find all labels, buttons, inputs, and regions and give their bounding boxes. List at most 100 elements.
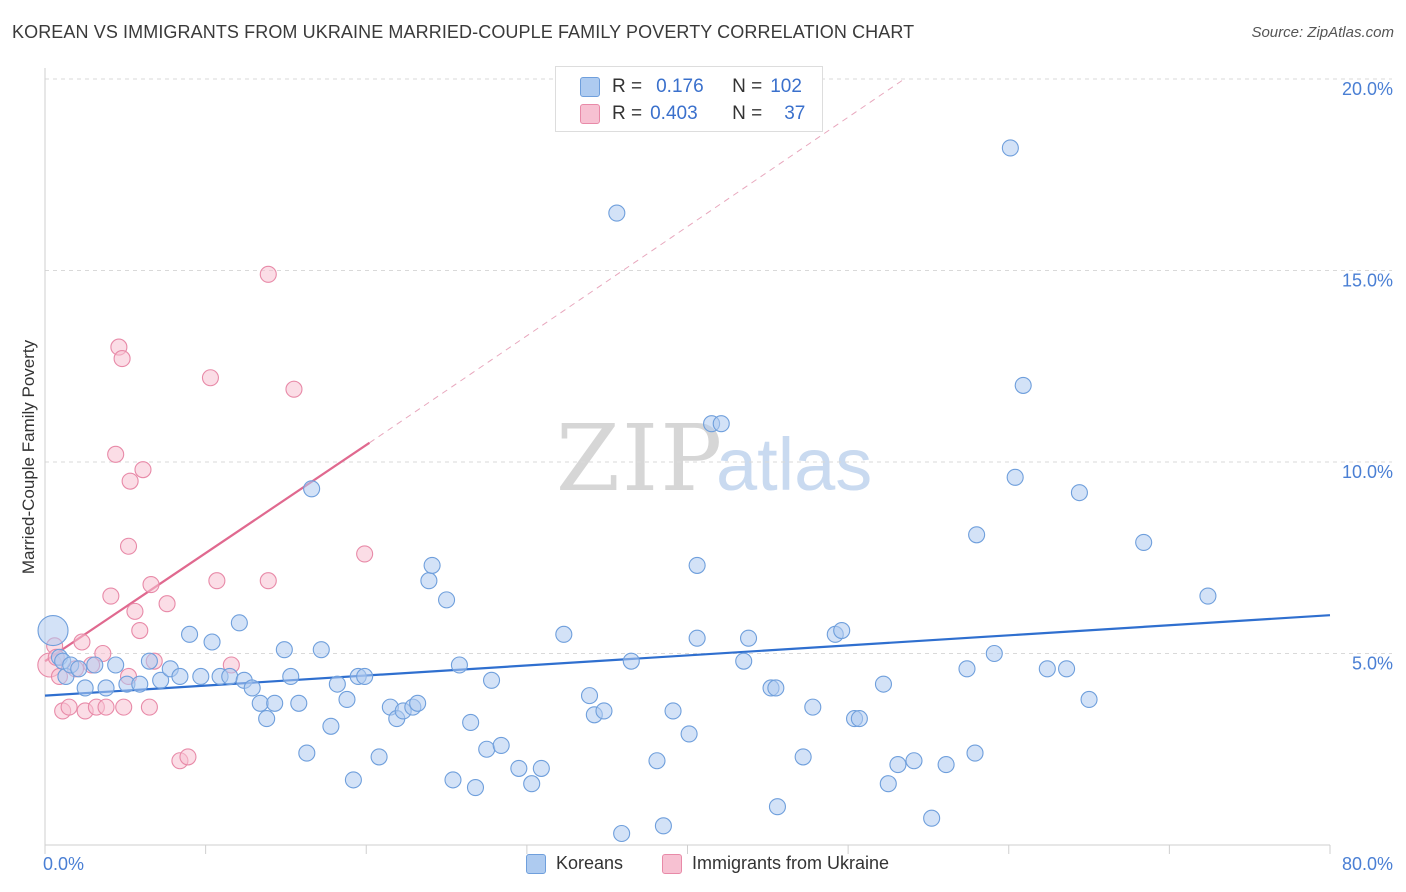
data-point-korean: [243, 679, 261, 697]
data-point-ukraine: [126, 602, 144, 620]
legend-item-ukraine[interactable]: Immigrants from Ukraine: [662, 853, 889, 874]
stats-legend: R = 0.176 N = 102 R = 0.403 N = 37: [555, 66, 823, 132]
data-point-korean: [76, 679, 94, 697]
trend-line-koreans: [44, 614, 1331, 697]
data-point-korean: [37, 614, 69, 647]
data-point-ukraine: [73, 633, 91, 651]
data-point-korean: [322, 717, 340, 735]
n-value: 37: [784, 103, 806, 124]
data-point-korean: [613, 824, 631, 843]
data-point-korean: [478, 740, 496, 758]
data-point-korean: [282, 667, 300, 686]
data-point-korean: [958, 660, 976, 678]
r-value: 0.403: [650, 103, 698, 124]
data-point-korean: [181, 625, 199, 643]
data-point-korean: [420, 572, 438, 590]
data-point-korean: [580, 687, 599, 705]
y-tick-label: 5.0%: [1352, 654, 1393, 674]
data-point-korean: [523, 775, 541, 793]
data-point-korean: [622, 652, 640, 670]
data-point-korean: [462, 713, 480, 731]
y-tick-label: 10.0%: [1342, 462, 1393, 482]
data-point-korean: [1001, 139, 1019, 157]
legend-label-koreans: Koreans: [556, 853, 624, 873]
x-tick-label: 0.0%: [43, 854, 84, 874]
data-point-ukraine: [113, 350, 131, 368]
n-value: 102: [770, 76, 802, 97]
data-point-ukraine: [179, 748, 197, 766]
axis-labels: 5.0% 10.0% 15.0% 20.0% 0.0% 80.0% Married-Coup…: [19, 79, 1393, 874]
data-point-korean: [555, 625, 573, 643]
data-point-ukraine: [259, 572, 277, 590]
data-point-korean: [1135, 533, 1153, 551]
y-axis-title: Married-Couple Family Poverty: [19, 339, 38, 574]
data-point-korean: [966, 744, 984, 762]
data-point-ukraine: [121, 472, 139, 490]
data-point-ukraine: [102, 587, 120, 605]
data-point-ukraine: [208, 572, 226, 590]
data-point-korean: [905, 752, 923, 770]
n-label: N =: [732, 76, 763, 97]
data-point-korean: [648, 752, 666, 770]
data-point-korean: [86, 656, 104, 674]
data-point-ukraine: [131, 621, 149, 640]
data-point-korean: [768, 798, 787, 816]
data-point-korean: [1199, 587, 1217, 605]
ukraine-swatch: [580, 104, 600, 124]
data-point-korean: [532, 759, 550, 777]
series-legend: Koreans Immigrants from Ukraine: [0, 850, 1406, 878]
data-point-korean: [171, 667, 189, 686]
data-point-korean: [1006, 468, 1024, 486]
axes: [44, 68, 1331, 854]
data-point-korean: [466, 778, 485, 797]
data-point-korean: [712, 415, 730, 433]
data-point-korean: [937, 756, 955, 774]
data-point-korean: [735, 652, 753, 670]
data-point-ukraine: [115, 698, 133, 716]
data-point-korean: [688, 556, 706, 574]
korean-points: [37, 139, 1217, 843]
data-point-korean: [344, 771, 362, 789]
data-point-korean: [923, 809, 941, 827]
data-point-korean: [438, 591, 456, 609]
koreans-swatch: [526, 853, 546, 874]
data-point-korean: [450, 656, 468, 674]
data-point-korean: [985, 644, 1003, 663]
data-point-korean: [874, 675, 893, 693]
data-point-korean: [1070, 484, 1088, 502]
data-point-korean: [1038, 660, 1056, 678]
legend-item-koreans[interactable]: Koreans: [526, 853, 623, 874]
data-point-korean: [833, 621, 851, 640]
data-point-korean: [794, 748, 812, 766]
data-point-korean: [192, 667, 210, 686]
legend-label-ukraine: Immigrants from Ukraine: [692, 853, 890, 873]
data-point-korean: [968, 526, 986, 544]
data-point-ukraine: [97, 698, 115, 716]
data-point-ukraine: [119, 537, 138, 555]
data-point-korean: [356, 667, 374, 686]
data-point-ukraine: [259, 265, 277, 283]
watermark: ZIP atlas: [556, 405, 872, 512]
data-point-korean: [97, 679, 115, 697]
data-point-ukraine: [285, 380, 303, 398]
data-point-korean: [482, 671, 501, 689]
data-point-korean: [258, 710, 276, 728]
data-point-korean: [290, 694, 308, 712]
data-point-korean: [70, 660, 88, 678]
data-point-korean: [275, 641, 293, 659]
data-point-korean: [850, 710, 868, 728]
data-point-korean: [680, 725, 698, 743]
trend-lines: [44, 78, 1331, 697]
data-point-korean: [266, 694, 284, 712]
data-point-korean: [298, 744, 316, 762]
data-point-ukraine: [134, 461, 152, 479]
data-point-korean: [107, 656, 125, 674]
data-point-ukraine: [60, 698, 78, 716]
trend-line-ukraine: [44, 441, 371, 663]
data-point-korean: [1080, 690, 1098, 709]
data-point-korean: [654, 817, 672, 835]
data-point-korean: [409, 694, 427, 712]
gridlines: [45, 78, 1392, 654]
n-label: N =: [732, 103, 763, 124]
